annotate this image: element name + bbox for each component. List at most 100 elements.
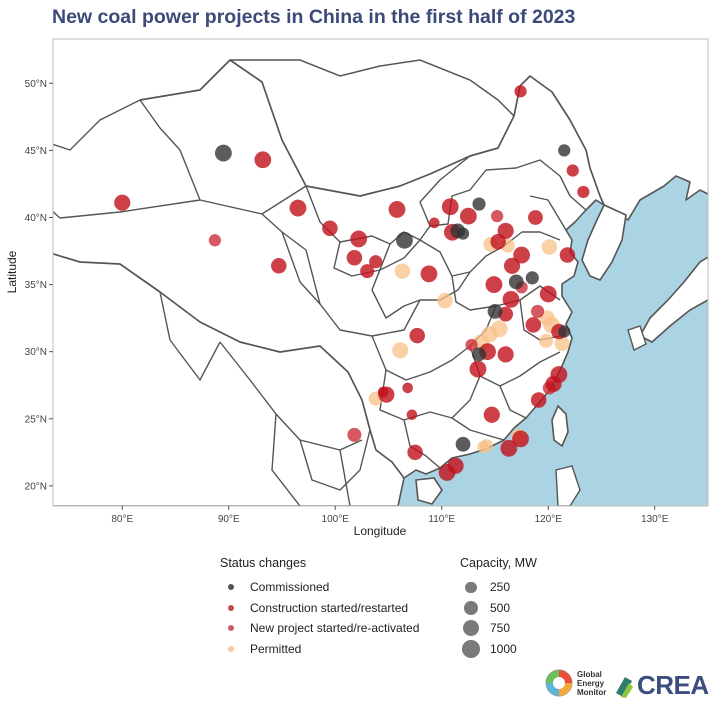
project-point-construction [420,265,438,283]
y-tick-label: 45°N [25,146,47,157]
capacity-legend-label: 1000 [490,641,517,656]
capacity-legend-label: 500 [490,600,511,615]
gem-logo: Global Energy Monitor [544,668,606,698]
y-tick-label: 40°N [25,213,47,224]
project-point-construction [406,409,418,421]
project-point-construction [447,457,464,474]
x-tick-label: 130°E [641,514,669,525]
x-axis-title: Longitude [354,524,407,538]
project-point-construction [497,346,514,363]
project-point-permitted [477,440,490,454]
project-point-commissioned [215,144,232,162]
status-legend-item: New project started/re-activated [220,618,419,639]
project-point-construction [559,247,576,263]
status-legend-label: Commissioned [250,580,330,595]
project-point-construction [469,360,487,378]
project-point-permitted [490,320,508,338]
project-point-construction [459,207,477,225]
capacity-legend-title: Capacity, MW [460,556,537,570]
mongolia-border [230,59,515,117]
gem-logo-text: Monitor [577,687,607,697]
project-point-commissioned [558,144,571,157]
project-point-construction [428,217,440,229]
project-point-construction [350,230,368,248]
legend-size-icon [464,600,478,615]
project-point-construction [530,392,547,408]
project-point-permitted [394,263,411,279]
legend-size-icon [463,620,479,637]
project-point-new_project [531,304,545,319]
project-point-commissioned [455,436,471,452]
project-point-construction [402,382,413,394]
project-point-construction [346,249,363,266]
capacity-legend-item: 500 [460,598,537,619]
project-point-construction [514,85,527,98]
land-taiwan [551,404,569,448]
project-point-construction [289,199,307,217]
project-point-new_project [347,427,362,442]
legend-dot-icon [228,625,234,632]
y-tick-label: 25°N [25,414,47,425]
status-legend-item: Commissioned [220,577,419,598]
legend-dot-icon [228,645,234,652]
project-point-construction [388,201,406,218]
x-tick-label: 120°E [535,514,563,525]
project-point-construction [525,317,542,333]
data-points [114,85,590,481]
project-point-permitted [539,333,554,348]
capacity-legend-item: 1000 [460,639,537,660]
y-tick-label: 50°N [25,79,47,90]
y-ticks: 20°N 25°N 30°N 35°N 40°N 45°N 50°N [25,79,53,492]
y-tick-label: 20°N [25,481,47,492]
project-point-construction [513,246,531,264]
project-point-new_project [208,234,222,247]
y-tick-label: 30°N [25,347,47,358]
land-kyushu [627,325,647,351]
x-tick-label: 110°E [428,514,455,525]
project-point-commissioned [472,347,487,362]
project-point-construction [271,258,287,274]
project-point-construction [550,366,568,383]
legend-size-icon [465,581,477,593]
legend-dot-icon [228,604,234,611]
project-point-construction [360,264,375,279]
status-legend-label: Permitted [250,641,302,656]
status-legend: Status changes Commissioned Construction… [220,556,419,659]
project-point-construction [497,222,514,239]
project-point-construction [539,285,557,303]
capacity-legend-item: 250 [460,577,537,598]
plot-frame [52,38,709,507]
project-point-permitted [437,292,453,309]
land-hainan [415,477,443,505]
page-title: New coal power projects in China in the … [52,6,576,28]
crea-logo: CREA [613,670,709,701]
status-legend-label: New project started/re-activated [250,621,420,636]
project-point-construction [566,164,579,177]
project-point-commissioned [456,227,470,240]
crea-leaf-icon [616,676,633,698]
project-point-new_project [491,210,504,223]
project-point-commissioned [558,325,571,338]
project-point-construction [528,210,543,225]
country-borders [53,99,351,506]
project-point-new_project [465,338,478,352]
project-point-construction [483,406,500,423]
project-point-permitted [392,342,409,359]
project-point-commissioned [487,304,503,319]
gem-logo-text: Global [577,669,602,679]
project-point-construction [377,386,389,398]
project-point-construction [512,430,529,448]
legend-size-icon [462,639,480,658]
capacity-legend: Capacity, MW 250 500 750 1000 [460,556,537,659]
project-point-construction [322,220,338,236]
globe-icon [545,669,573,697]
status-legend-label: Construction started/restarted [250,600,409,615]
y-tick-label: 35°N [25,280,47,291]
project-point-construction [441,198,459,216]
china-border [139,59,605,206]
status-legend-item: Permitted [220,639,419,660]
project-point-commissioned [508,274,524,290]
project-point-construction [369,255,383,269]
land-philippines [555,465,581,506]
